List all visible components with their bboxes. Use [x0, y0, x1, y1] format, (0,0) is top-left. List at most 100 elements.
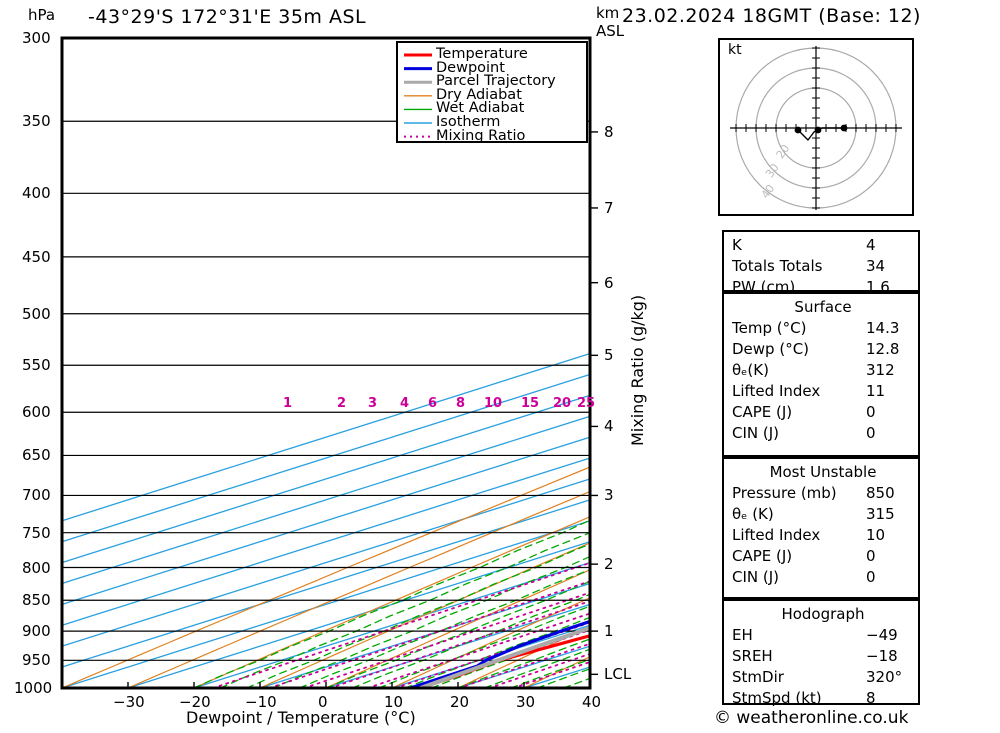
- temperature-tick-label: −30: [113, 693, 145, 711]
- mixing-ratio-value-label: 20: [553, 396, 572, 411]
- panel-row-value: 1.6: [866, 278, 890, 296]
- panel-row-label: StmDir: [732, 668, 784, 686]
- panel-row-label: PW (cm): [732, 278, 796, 296]
- x-axis-title: Dewpoint / Temperature (°C): [186, 708, 416, 727]
- panel-row-label: CIN (J): [732, 568, 780, 586]
- dry-adiabat-line: [391, 597, 590, 688]
- temperature-tick-label: 40: [582, 693, 602, 711]
- pressure-tick-label: 700: [22, 486, 51, 505]
- mixing-ratio-value-label: 25: [577, 396, 596, 411]
- panel-row-value: 315: [866, 505, 895, 523]
- pressure-tick-label: 550: [22, 356, 51, 375]
- pressure-tick-label: 300: [22, 29, 51, 47]
- panel-row-value: −18: [866, 647, 898, 665]
- panel-row-label: Temp (°C): [732, 319, 807, 337]
- pressure-tick-label: 400: [22, 184, 51, 203]
- panel-row-value: 0: [866, 403, 876, 421]
- pressure-unit-label: hPa: [28, 6, 56, 24]
- panel-row-label: CIN (J): [732, 424, 780, 442]
- skewt-diagram: [60, 36, 598, 690]
- panel-row-value: 0: [866, 547, 876, 565]
- temperature-tick-label: 10: [384, 693, 404, 711]
- mixing-ratio-value-label: 2: [337, 396, 347, 411]
- panel-row-label: CAPE (J): [732, 547, 793, 565]
- panel-row-value: 11: [866, 382, 886, 400]
- legend-label: Parcel Trajectory: [436, 73, 556, 90]
- panel-row-label: Totals Totals: [732, 257, 823, 275]
- pressure-tick-label: 950: [22, 651, 51, 670]
- temperature-tick-label: 0: [318, 693, 328, 711]
- wet-adiabat-line: [193, 519, 590, 688]
- height-tick-label: 4: [604, 417, 614, 436]
- isotherm-line: [62, 478, 590, 647]
- dry-adiabat-line: [127, 490, 590, 688]
- panel-title: Surface: [794, 298, 852, 316]
- pressure-tick-label: 850: [22, 591, 51, 610]
- legend-label: Wet Adiabat: [436, 100, 525, 117]
- panel-row-value: 320°: [866, 668, 903, 686]
- temperature-tick-label: 30: [516, 693, 536, 711]
- temperature-tick-label: 20: [450, 693, 470, 711]
- height-tick-label: 6: [604, 273, 614, 292]
- legend-label: Isotherm: [436, 114, 501, 130]
- panel-row-label: Pressure (mb): [732, 484, 837, 502]
- legend-label: Dewpoint: [436, 59, 505, 76]
- pressure-tick-label: 350: [22, 112, 51, 131]
- dry-adiabat-line: [193, 516, 590, 688]
- pressure-tick-label: 900: [22, 622, 51, 641]
- info-panel-hodograph-stats: Hodograph EH −49 SREH −18 StmDir 320° StmSpd (k…: [722, 599, 920, 707]
- panel-row-label: θₑ (K): [732, 505, 774, 523]
- temperature-tick-label: −20: [179, 693, 211, 711]
- panel-row-label: Lifted Index: [732, 382, 821, 400]
- panel-row-label: EH: [732, 626, 753, 644]
- panel-row-value: −49: [866, 626, 898, 644]
- height-tick-label: 2: [604, 555, 614, 574]
- legend-label: Temperature: [436, 46, 528, 62]
- height-tick-label: 1: [604, 622, 614, 641]
- hodograph-point: [840, 124, 848, 132]
- wet-adiabat-line: [246, 543, 590, 688]
- panel-row-value: 12.8: [866, 340, 900, 358]
- pressure-tick-label: 650: [22, 446, 51, 465]
- panel-row-value: 312: [866, 361, 895, 379]
- height-tick-label: 7: [604, 198, 614, 217]
- isotherm-line: [62, 520, 590, 688]
- panel-title: Hodograph: [781, 605, 865, 623]
- chart-legend: Temperature Dewpoint Parcel Trajectory Dry …: [396, 41, 588, 144]
- panel-title: Most Unstable: [769, 463, 877, 481]
- wet-adiabat-line: [351, 593, 590, 688]
- legend-label: Mixing Ratio: [436, 127, 526, 144]
- panel-row-label: CAPE (J): [732, 403, 793, 421]
- pressure-tick-label: 1000: [14, 679, 53, 697]
- panel-row-label: K: [732, 236, 742, 254]
- pressure-tick-label: 600: [22, 403, 51, 422]
- panel-row-label: StmSpd (kt): [732, 689, 822, 707]
- isotherm-line: [259, 582, 590, 688]
- wet-adiabat-line: [219, 532, 590, 688]
- pressure-tick-label: 800: [22, 558, 51, 577]
- sounding-curve-dewpoint: [408, 619, 590, 688]
- isotherm-line: [62, 457, 590, 626]
- hodograph-unit-label: kt: [728, 42, 742, 58]
- height-tick-label: 3: [604, 486, 614, 505]
- isotherm-line: [62, 499, 590, 668]
- wet-adiabat-line: [378, 605, 590, 688]
- info-panel-most-unstable: Most Unstable Pressure (mb) 850 θₑ (K) 315 Li…: [722, 457, 920, 599]
- pressure-tick-label: 500: [22, 304, 51, 323]
- info-panel-indices: K 4 Totals Totals 34 PW (cm) 1.6: [722, 230, 920, 296]
- mixing-ratio-value-label: 3: [368, 396, 378, 411]
- mixing-ratio-value-label: 1: [283, 396, 293, 411]
- mixing-ratio-value-label: 6: [428, 396, 438, 411]
- copyright: © weatheronline.co.uk: [714, 708, 909, 728]
- hodograph-point: [814, 126, 822, 134]
- mixing-ratio-value-label: 4: [400, 396, 410, 411]
- dry-adiabat-line: [325, 569, 590, 688]
- panel-row-value: 14.3: [866, 319, 900, 337]
- mixing-ratio-value-label: 8: [456, 396, 466, 411]
- panel-row-value: 4: [866, 236, 876, 254]
- panel-row-value: 34: [866, 257, 886, 275]
- dry-adiabat-line: [259, 542, 590, 688]
- panel-row-label: Lifted Index: [732, 526, 821, 544]
- wet-adiabat-line: [325, 580, 590, 688]
